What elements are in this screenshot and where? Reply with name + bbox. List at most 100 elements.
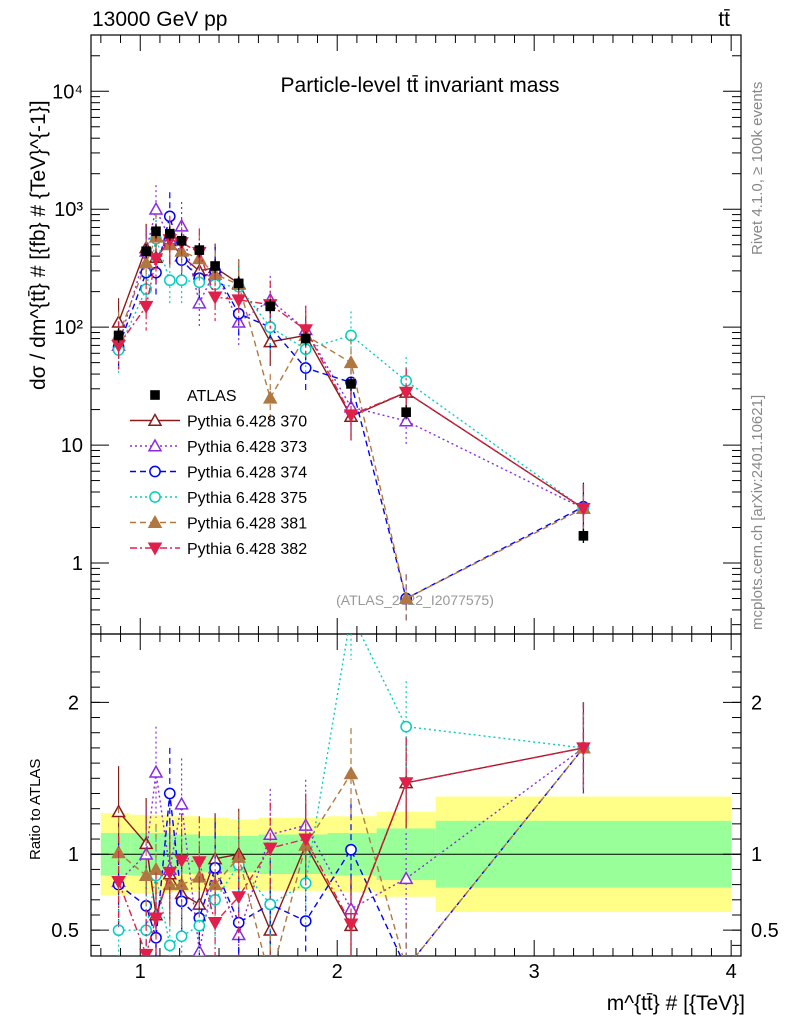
series-marker — [138, 255, 154, 269]
legend-entry: Pythia 6.428 382 — [130, 541, 307, 558]
y-tick-label: 10³ — [54, 199, 83, 221]
x-axis-title: m^{tt̄} # [{TeV}] — [607, 992, 745, 1015]
series-marker — [343, 409, 359, 423]
legend-label: Pythia 6.428 375 — [187, 490, 307, 507]
legend-marker — [149, 465, 161, 478]
legend-entry-atlas: ATLAS — [150, 388, 237, 405]
data-marker — [578, 531, 589, 541]
series-marker — [398, 386, 414, 400]
series-marker — [576, 502, 591, 517]
ratio-series-group — [111, 609, 591, 985]
energy-label: 13000 GeV pp — [92, 8, 227, 31]
x-tick-label: 3 — [529, 961, 540, 983]
legend-entry: Pythia 6.428 381 — [130, 514, 307, 533]
series-marker — [163, 274, 176, 287]
ratio-tick-label-right: 2 — [751, 692, 762, 714]
main-panel: 1 10 10² 10³ 10⁴ — [52, 34, 742, 956]
series-marker — [192, 295, 207, 309]
ratio-marker — [174, 854, 189, 868]
series-marker — [207, 291, 223, 305]
legend-marker — [149, 491, 161, 503]
ratio-marker — [299, 915, 312, 927]
legend-entry: Pythia 6.428 373 — [130, 438, 307, 456]
series-marker — [148, 253, 164, 267]
legend-label: Pythia 6.428 370 — [187, 414, 307, 431]
ratio-marker — [400, 720, 413, 733]
data-marker — [346, 379, 356, 389]
ratio-marker — [175, 930, 188, 943]
ratio-tick-label-right: 1 — [751, 844, 762, 866]
legend-label: Pythia 6.428 382 — [187, 541, 307, 558]
ratio-marker — [162, 866, 178, 881]
main-series-group — [111, 185, 591, 623]
y-tick-label: 1 — [72, 553, 83, 575]
y-tick-label: 10⁴ — [52, 81, 83, 103]
ratio-panel: 1 2 3 4 0.5 0.5 1 1 2 2 — [51, 35, 779, 985]
legend-label: Pythia 6.428 373 — [187, 439, 307, 456]
series-marker — [138, 300, 154, 314]
data-marker — [210, 261, 220, 271]
ratio-marker — [174, 796, 189, 810]
analysis-label: (ATLAS_2022_I2077575) — [336, 592, 494, 608]
ratio-marker — [192, 856, 207, 870]
ratio-marker — [401, 963, 411, 973]
ratio-marker — [148, 912, 164, 926]
mcplots-label: mcplots.cern.ch [arXiv:2401.10621] — [749, 395, 766, 630]
plot-title: Particle-level tt̄ invariant mass — [281, 74, 560, 97]
data-marker — [141, 246, 151, 257]
ratio-marker — [346, 609, 356, 619]
legend-label: ATLAS — [187, 388, 237, 405]
ratio-marker — [163, 939, 176, 952]
data-marker — [233, 278, 244, 289]
ratio-marker — [264, 898, 277, 911]
ratio-marker — [398, 870, 414, 885]
ratio-marker — [343, 766, 359, 780]
data-marker — [176, 235, 187, 246]
ratio-marker — [111, 876, 126, 890]
ratio-marker — [264, 974, 276, 985]
ratio-marker — [298, 833, 313, 847]
legend-label: Pythia 6.428 381 — [187, 516, 307, 533]
legend-marker — [147, 438, 163, 452]
ratio-marker — [163, 787, 176, 800]
ratio-marker — [231, 891, 247, 905]
ratio-marker — [138, 948, 154, 956]
y-axis-title: dσ / dm^{tt̄} # [{fb} # {TeV}^{-1}] — [27, 100, 50, 390]
legend-marker — [150, 390, 160, 400]
y-tick-label: 10 — [61, 435, 83, 457]
ratio-marker — [207, 917, 223, 931]
ratio-marker — [174, 877, 189, 891]
series-marker — [298, 324, 313, 338]
series-marker — [398, 413, 414, 427]
data-marker — [265, 301, 276, 312]
process-label: tt̄ — [718, 8, 730, 31]
ratio-tick-label: 0.5 — [51, 920, 79, 942]
ratio-marker — [193, 919, 206, 932]
series-marker — [231, 294, 247, 308]
rivet-label: Rivet 4.1.0, ≥ 100k events — [749, 82, 766, 255]
series-marker — [148, 201, 164, 215]
ratio-marker — [400, 962, 412, 973]
legend-marker — [147, 542, 163, 556]
legend-entry: Pythia 6.428 370 — [130, 412, 307, 431]
x-tick-label: 4 — [726, 961, 737, 983]
ratio-marker — [576, 742, 591, 756]
ratio-marker — [148, 764, 164, 778]
ratio-marker — [262, 842, 278, 856]
ratio-axis-title: Ratio to ATLAS — [27, 759, 44, 860]
y-tick-label: 10² — [54, 317, 83, 339]
legend-marker — [147, 514, 163, 529]
data-marker — [151, 226, 161, 237]
series-marker — [398, 590, 414, 605]
ratio-tick-label: 1 — [68, 844, 79, 866]
ratio-marker — [345, 843, 357, 856]
series-marker — [343, 355, 359, 369]
x-tick-label: 1 — [135, 961, 146, 983]
ratio-tick-label: 2 — [68, 692, 79, 714]
legend-entry: Pythia 6.428 375 — [130, 490, 307, 507]
data-marker — [300, 333, 311, 344]
series-marker — [299, 362, 312, 374]
ratio-marker — [398, 777, 414, 791]
legend-entry: Pythia 6.428 374 — [130, 465, 307, 482]
data-marker — [401, 407, 411, 417]
